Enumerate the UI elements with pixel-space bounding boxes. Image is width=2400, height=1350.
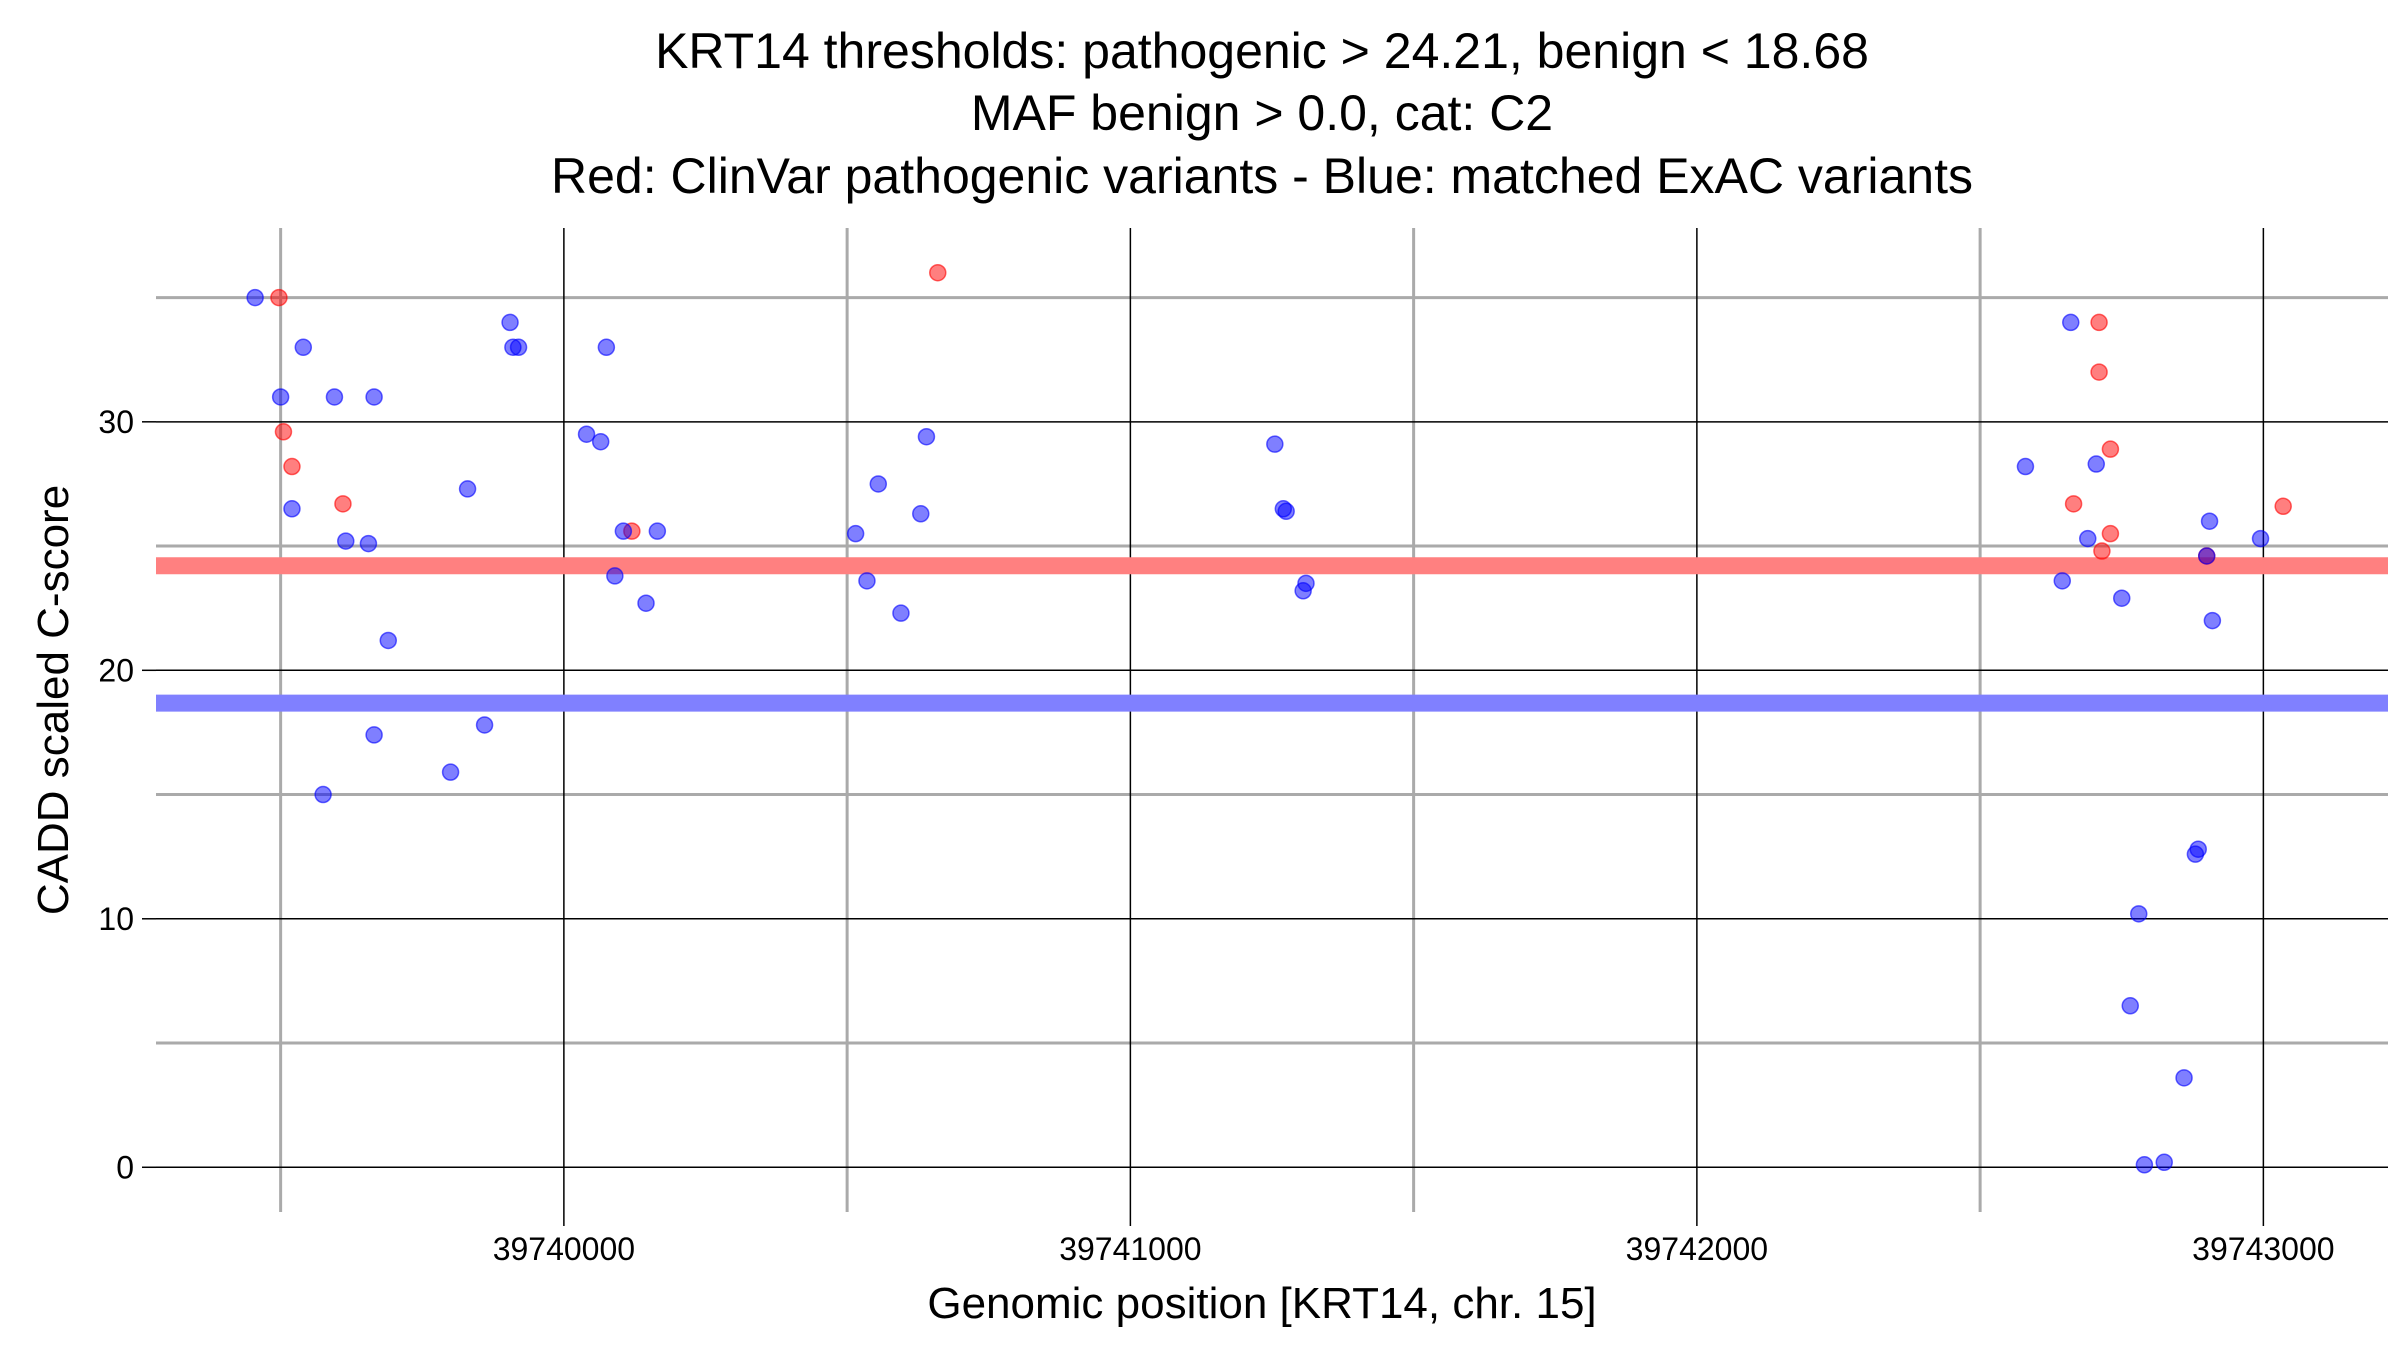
exac-variant-point [614,522,633,540]
exac-variant-point [337,532,355,550]
clinvar-pathogenic-point [2064,495,2083,513]
exac-variant-point [2129,905,2148,923]
clinvar-pathogenic-point [283,457,301,476]
exac-variant-point [917,427,936,446]
clinvar-pathogenic-point [2101,524,2120,543]
exac-variant-point [271,388,290,406]
exac-variant-point [2121,997,2139,1015]
clinvar-pathogenic-point [2274,497,2292,516]
exac-variant-point [365,726,383,744]
exac-variant-point [294,338,313,357]
exac-variant-point [597,338,616,357]
exac-variant-point [591,432,610,451]
exac-variant-point [458,480,477,498]
y-tick-label: 20 [98,652,134,688]
x-tick-label: 39740000 [493,1231,635,1267]
chart-title-line-3: Red: ClinVar pathogenic variants - Blue:… [551,148,1973,204]
exac-variant-point [2112,589,2131,607]
exac-variant-point [2175,1069,2193,1087]
clinvar-pathogenic-point [2101,440,2120,458]
x-tick-label: 39743000 [2192,1231,2334,1267]
clinvar-pathogenic-point [334,495,352,513]
exac-variant-point [912,505,930,523]
exac-variant-point [2189,840,2207,858]
exac-variant-point [283,500,301,518]
exac-variant-point [892,604,910,622]
exac-variant-point [637,594,655,612]
tick-layer: 0 10 20 30 39740000 39741000 39742000 39743000 [98,404,2334,1267]
x-tick-label: 39742000 [1626,1231,1768,1267]
exac-variant-point [441,763,460,781]
clinvar-pathogenic-point [274,423,293,441]
exac-variant-point [869,475,888,493]
chart-title-line-1: KRT14 thresholds: pathogenic > 24.21, be… [655,23,1869,79]
clinvar-pathogenic-point [2093,542,2111,560]
exac-variant-point [846,524,865,543]
x-axis-label: Genomic position [KRT14, chr. 15] [927,1279,1596,1328]
exac-variant-point [606,567,624,585]
exac-variant-point [1297,574,1315,593]
x-tick-label: 39741000 [1059,1231,1201,1267]
y-tick-label: 0 [116,1149,134,1185]
y-axis-label: CADD scaled C-score [29,485,78,915]
exac-variant-point [2197,547,2216,565]
grid-layer [156,228,2388,1212]
clinvar-pathogenic-point [2090,363,2108,381]
y-tick-label: 30 [98,404,134,440]
exac-variant-point [2155,1153,2173,1172]
exac-variant-point [475,716,494,734]
exac-variant-point [2079,529,2097,548]
exac-variant-point [314,785,332,804]
exac-variant-point [2135,1156,2154,1174]
exac-variant-point [2087,455,2106,473]
exac-variant-point [648,522,667,540]
exac-variant-point [1277,502,1295,521]
exac-variant-point [501,313,519,332]
exac-variant-point [246,288,264,307]
exac-variant-point [2062,313,2080,332]
clinvar-pathogenic-point [929,263,947,282]
exac-variant-point [365,388,383,406]
y-tick-label: 10 [98,901,134,937]
exac-variant-point [2203,611,2222,630]
exac-variant-point [1266,435,1284,453]
exac-variant-point [379,631,398,650]
exac-variant-point [2053,572,2072,590]
threshold-layer [156,557,2388,712]
exac-variant-point [2016,457,2035,476]
exac-variant-point [577,425,596,443]
exac-variant-point [2251,529,2270,548]
exac-variant-point [509,338,528,357]
exac-variant-point [2200,512,2219,530]
exac-variant-point [325,388,344,406]
exac-variant-point [359,534,378,553]
clinvar-pathogenic-point [2090,313,2108,332]
clinvar-pathogenic-point [270,288,288,307]
point-layer [246,263,2292,1174]
chart-title-line-2: MAF benign > 0.0, cat: C2 [971,85,1553,141]
exac-variant-point [858,572,876,590]
